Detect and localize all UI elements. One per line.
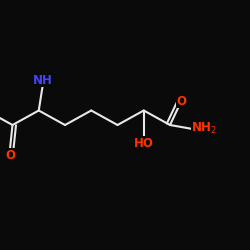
Text: NH: NH (32, 74, 52, 87)
Text: O: O (176, 95, 186, 108)
Text: O: O (5, 149, 15, 162)
Text: NH$_2$: NH$_2$ (191, 121, 217, 136)
Text: HO: HO (134, 137, 154, 150)
